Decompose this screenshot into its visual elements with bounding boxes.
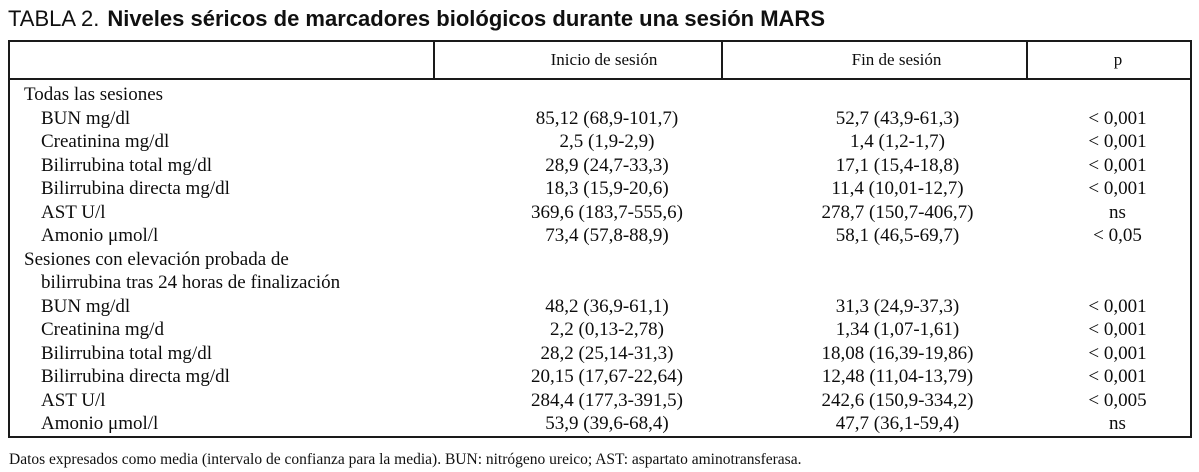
p-value: < 0,001	[1088, 366, 1147, 387]
fin-value: 58,1 (46,5-69,7)	[835, 225, 960, 246]
p-value: < 0,001	[1088, 342, 1147, 364]
table-row: BUN mg/dl 48,2 (36,9-61,1) 31,3 (24,9-37,3…	[9, 295, 1191, 319]
fin-value: 47,7 (36,1-59,4)	[835, 413, 960, 434]
table-body: Todas las sesiones BUN mg/dl 85,12 (68,9-1…	[9, 79, 1191, 437]
table-row: Creatinina mg/d 2,2 (0,13-2,78) 1,34 (1,07…	[9, 318, 1191, 342]
header-inicio-de-sesion: Inicio de sesión	[433, 41, 722, 80]
table-row: Amonio μmol/l 53,9 (39,6-68,4) 47,7 (36,1-…	[9, 412, 1191, 437]
header-fin-de-sesion: Fin de sesión	[721, 41, 1027, 80]
fin-value: 11,4 (10,01-12,7)	[831, 178, 964, 199]
fin-value: 12,48 (11,04-13,79)	[821, 366, 974, 387]
table-header-row: Inicio de sesión Fin de sesión p	[9, 41, 1191, 80]
fin-value: 52,7 (43,9-61,3)	[835, 107, 960, 129]
inicio-value: 18,3 (15,9-20,6)	[545, 178, 669, 199]
biomarkers-table: Inicio de sesión Fin de sesión p Todas l…	[8, 40, 1192, 438]
inicio-value: 28,2 (25,14-31,3)	[540, 342, 674, 364]
p-value: < 0,001	[1088, 107, 1147, 129]
fin-value: 18,08 (16,39-19,86)	[821, 342, 974, 364]
table-title-text: Niveles séricos de marcadores biológicos…	[107, 6, 825, 31]
table-row: Bilirrubina total mg/dl 28,9 (24,7-33,3) 1…	[9, 154, 1191, 178]
group-header-row: Todas las sesiones	[9, 79, 1191, 107]
row-label: Bilirrubina total mg/dl	[41, 154, 212, 176]
p-value: < 0,005	[1088, 389, 1147, 411]
table-row: AST U/l 369,6 (183,7-555,6) 278,7 (150,7-4…	[9, 201, 1191, 225]
group-label: Sesiones con elevación probada de	[24, 248, 289, 270]
table-title: TABLA 2. Niveles séricos de marcadores bi…	[8, 6, 1190, 32]
group-header-row: Sesiones con elevación probada de	[9, 248, 1191, 272]
row-label: Bilirrubina directa mg/dl	[41, 366, 230, 387]
table-row: BUN mg/dl 85,12 (68,9-101,7) 52,7 (43,9-61…	[9, 107, 1191, 131]
header-empty	[9, 41, 434, 80]
group-label: bilirrubina tras 24 horas de finalizació…	[41, 272, 341, 293]
table-row: Bilirrubina directa mg/dl 20,15 (17,67-22…	[9, 365, 1191, 389]
row-label: BUN mg/dl	[41, 107, 131, 129]
p-value: < 0,001	[1088, 131, 1147, 152]
table-row: Amonio μmol/l 73,4 (57,8-88,9) 58,1 (46,5-…	[9, 224, 1191, 248]
fin-value: 1,34 (1,07-1,61)	[835, 319, 960, 340]
table-row: Bilirrubina total mg/dl 28,2 (25,14-31,3)…	[9, 342, 1191, 366]
row-label: Creatinina mg/d	[41, 319, 164, 340]
table-footnote: Datos expresados como media (intervalo d…	[9, 450, 802, 468]
inicio-value: 73,4 (57,8-88,9)	[545, 225, 669, 246]
inicio-value: 2,5 (1,9-2,9)	[559, 131, 655, 152]
p-value: < 0,001	[1088, 178, 1147, 199]
row-label: Amonio μmol/l	[41, 225, 159, 246]
row-label: AST U/l	[41, 389, 106, 411]
p-value: < 0,001	[1088, 154, 1147, 176]
fin-value: 242,6 (150,9-334,2)	[821, 389, 974, 411]
p-value: ns	[1109, 413, 1126, 434]
fin-value: 17,1 (15,4-18,8)	[835, 154, 960, 176]
inicio-value: 53,9 (39,6-68,4)	[545, 413, 669, 434]
inicio-value: 20,15 (17,67-22,64)	[531, 366, 683, 387]
table-row: Bilirrubina directa mg/dl 18,3 (15,9-20,6…	[9, 177, 1191, 201]
fin-value: 1,4 (1,2-1,7)	[850, 131, 945, 152]
fin-value: 31,3 (24,9-37,3)	[835, 295, 960, 317]
group-header-row: bilirrubina tras 24 horas de finalizació…	[9, 271, 1191, 295]
group-label: Todas las sesiones	[24, 84, 164, 105]
fin-value: 278,7 (150,7-406,7)	[821, 201, 974, 223]
row-label: Bilirrubina total mg/dl	[41, 342, 212, 364]
inicio-value: 284,4 (177,3-391,5)	[531, 389, 683, 411]
row-label: BUN mg/dl	[41, 295, 131, 317]
table-row: Creatinina mg/dl 2,5 (1,9-2,9) 1,4 (1,2-1,…	[9, 130, 1191, 154]
inicio-value: 28,9 (24,7-33,3)	[545, 154, 669, 176]
header-p: p	[1026, 41, 1191, 80]
table-title-prefix: TABLA 2.	[8, 6, 100, 31]
inicio-value: 369,6 (183,7-555,6)	[531, 201, 683, 223]
inicio-value: 48,2 (36,9-61,1)	[545, 295, 669, 317]
row-label: AST U/l	[41, 201, 106, 223]
row-label: Bilirrubina directa mg/dl	[41, 178, 230, 199]
row-label: Creatinina mg/dl	[41, 131, 170, 152]
inicio-value: 85,12 (68,9-101,7)	[535, 107, 679, 129]
table-row: AST U/l 284,4 (177,3-391,5) 242,6 (150,9-3…	[9, 389, 1191, 413]
p-value: < 0,001	[1088, 295, 1147, 317]
table-header: Inicio de sesión Fin de sesión p	[9, 41, 1191, 80]
p-value: < 0,05	[1093, 225, 1142, 246]
inicio-value: 2,2 (0,13-2,78)	[550, 319, 664, 340]
p-value: < 0,001	[1088, 319, 1147, 340]
p-value: ns	[1109, 201, 1126, 223]
row-label: Amonio μmol/l	[41, 413, 159, 434]
